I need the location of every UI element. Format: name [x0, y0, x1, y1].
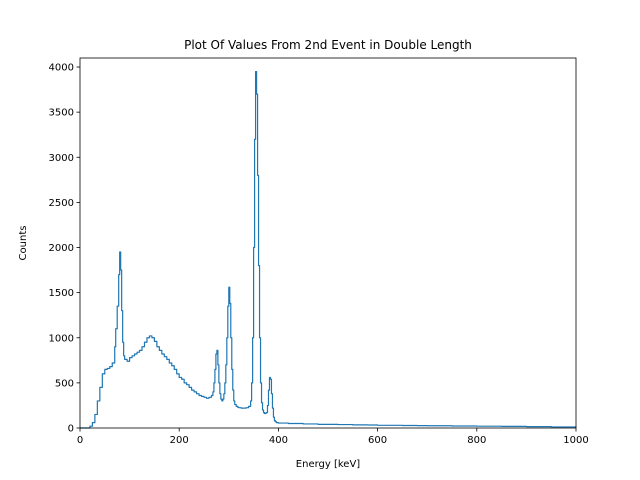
- y-tick-label: 1000: [49, 333, 74, 344]
- y-tick-label: 3000: [49, 153, 74, 164]
- y-tick-label: 0: [68, 424, 74, 435]
- y-axis: 0 500 1000 1500 2000 2500 3000 3500 4000: [49, 63, 80, 435]
- x-tick-label: 200: [170, 435, 189, 446]
- plot-frame: [79, 57, 577, 429]
- y-tick-label: 1500: [49, 288, 74, 299]
- y-tick-label: 3500: [49, 108, 74, 119]
- x-tick-label: 800: [467, 435, 486, 446]
- y-tick-label: 2500: [49, 198, 74, 209]
- x-tick-label: 1000: [563, 435, 588, 446]
- x-tick-label: 600: [368, 435, 387, 446]
- chart-title: Plot Of Values From 2nd Event in Double …: [184, 38, 472, 52]
- y-tick-label: 2000: [49, 243, 74, 254]
- x-tick-label: 400: [269, 435, 288, 446]
- series-line: [80, 70, 577, 429]
- x-tick-label: 0: [77, 435, 83, 446]
- x-axis-title: Energy [keV]: [296, 459, 361, 470]
- y-tick-label: 4000: [49, 63, 74, 74]
- y-axis-title: Counts: [18, 226, 29, 261]
- y-tick-label: 500: [55, 378, 74, 389]
- plot-area: [79, 57, 577, 429]
- x-axis: 0 200 400 600 800 1000: [77, 428, 589, 446]
